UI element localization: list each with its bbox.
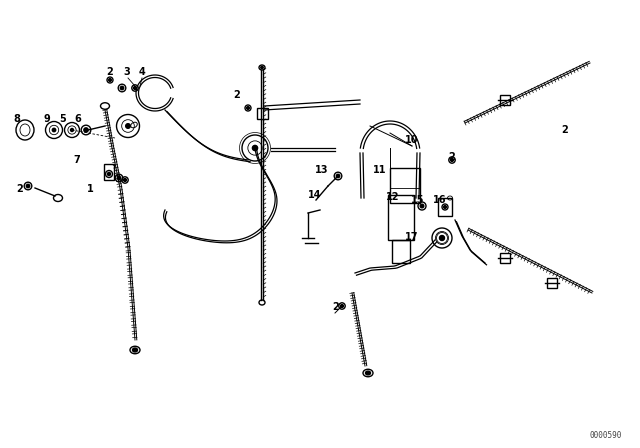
Text: 17: 17	[405, 232, 419, 242]
Circle shape	[336, 174, 340, 178]
Bar	[547, 278, 557, 288]
Bar	[104, 164, 114, 180]
Text: 15: 15	[412, 195, 425, 205]
Circle shape	[52, 128, 56, 132]
Bar	[392, 240, 410, 263]
Circle shape	[441, 237, 443, 239]
Text: 2: 2	[562, 125, 568, 135]
Bar	[500, 253, 510, 263]
Bar	[500, 95, 510, 105]
Bar	[257, 108, 268, 119]
Bar	[388, 195, 414, 240]
Circle shape	[117, 177, 121, 180]
Text: 3: 3	[124, 67, 131, 77]
Text: 6: 6	[75, 114, 81, 124]
Circle shape	[124, 179, 127, 181]
Text: 2: 2	[107, 67, 113, 77]
Circle shape	[134, 86, 136, 90]
Text: 8: 8	[13, 114, 20, 124]
Text: 9: 9	[44, 114, 51, 124]
Circle shape	[70, 129, 74, 132]
Text: 2: 2	[17, 184, 24, 194]
Text: 4: 4	[139, 67, 145, 77]
Circle shape	[246, 107, 250, 109]
Circle shape	[26, 184, 29, 188]
Circle shape	[252, 146, 258, 151]
Circle shape	[108, 172, 111, 176]
Circle shape	[440, 236, 444, 240]
Ellipse shape	[260, 66, 263, 69]
Text: 2: 2	[449, 152, 456, 162]
Text: 12: 12	[387, 192, 400, 202]
Text: 7: 7	[74, 155, 81, 165]
Circle shape	[109, 79, 111, 82]
Text: 2: 2	[234, 90, 241, 100]
Ellipse shape	[132, 348, 138, 352]
Circle shape	[125, 124, 131, 128]
Text: 13: 13	[316, 165, 329, 175]
Circle shape	[84, 128, 88, 132]
Circle shape	[451, 159, 454, 161]
Text: 2: 2	[333, 302, 339, 312]
Text: 14: 14	[308, 190, 322, 200]
Text: 11: 11	[373, 165, 387, 175]
Text: 16: 16	[433, 195, 447, 205]
Circle shape	[444, 206, 446, 208]
Text: 10: 10	[405, 135, 419, 145]
Bar	[438, 198, 452, 216]
Circle shape	[420, 204, 424, 208]
Ellipse shape	[365, 371, 371, 375]
Bar	[390, 168, 420, 203]
Text: 5: 5	[60, 114, 67, 124]
Text: 0000590: 0000590	[589, 431, 622, 440]
Text: 1: 1	[86, 184, 93, 194]
Circle shape	[340, 305, 344, 307]
Circle shape	[120, 86, 124, 90]
